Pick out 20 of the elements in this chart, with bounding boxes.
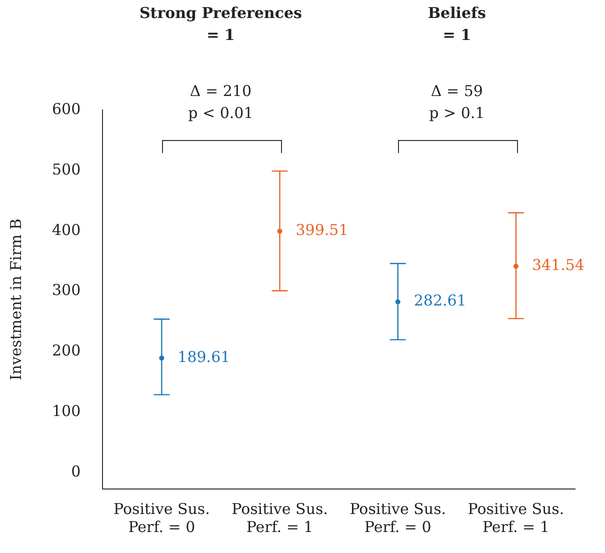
y-tick-label: 300	[52, 281, 81, 300]
x-tick-label: Positive Sus. Perf. = 1	[468, 500, 564, 536]
y-tick-label: 100	[52, 402, 81, 420]
data-label: 399.51	[296, 221, 348, 240]
annotation: Δ = 59 p > 0.1	[429, 81, 485, 124]
text: Strong Preferences = 1	[139, 3, 302, 46]
x-tick-label: Positive Sus. Perf. = 0	[350, 500, 446, 536]
y-tick-label: 400	[52, 220, 81, 239]
data-label: 341.54	[532, 256, 584, 274]
data-label: 189.61	[178, 348, 230, 366]
y-tick-label: 600	[52, 100, 81, 118]
y-axis-title: Investment in Firm B	[6, 218, 25, 380]
x-tick-label: Positive Sus. Perf. = 0	[113, 500, 210, 536]
y-tick-label: 200	[52, 342, 81, 360]
y-tick-label: 0	[71, 462, 81, 481]
annotation: Δ = 210 p < 0.01	[188, 81, 254, 124]
text: Beliefs = 1	[428, 3, 486, 46]
y-tick-label: 500	[52, 160, 81, 178]
x-tick-label: Positive Sus. Perf. = 1	[232, 500, 328, 536]
data-label: 282.61	[414, 292, 466, 310]
